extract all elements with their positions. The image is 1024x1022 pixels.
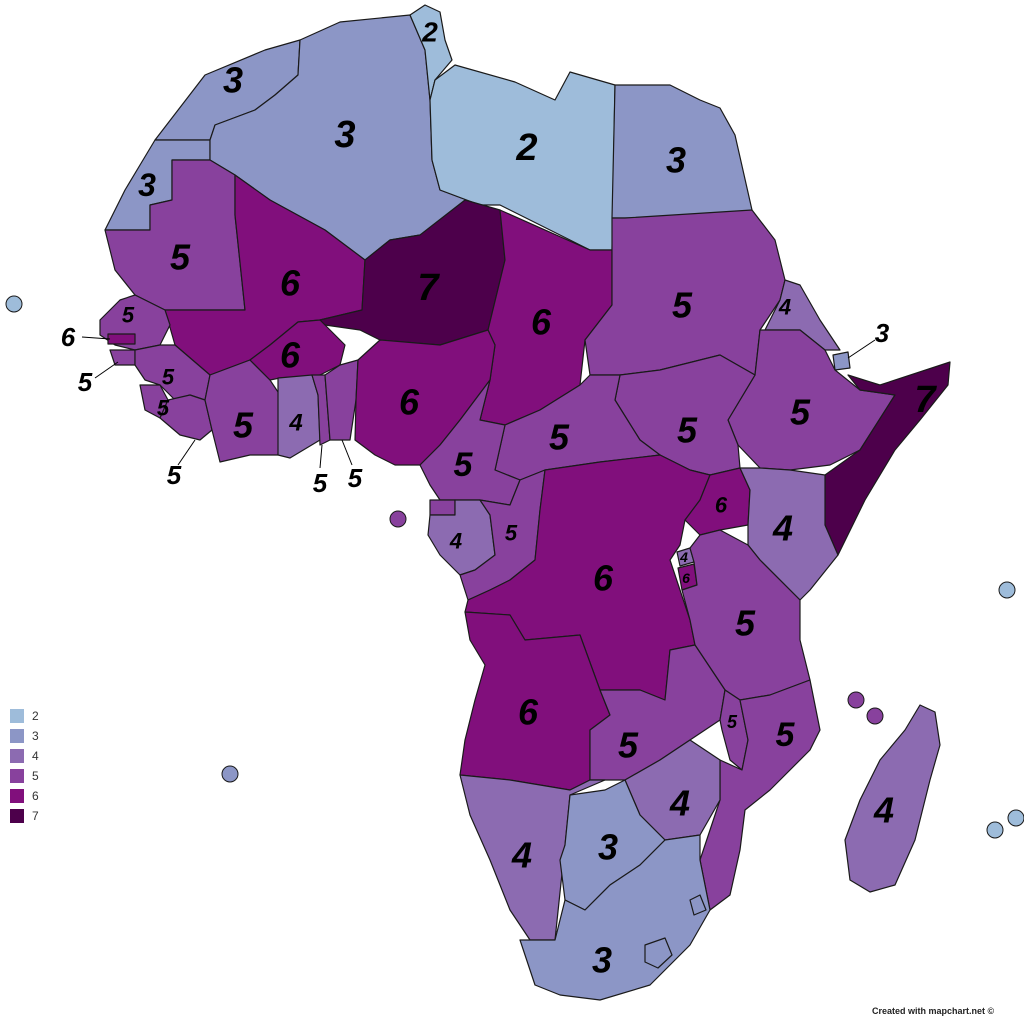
label-chad: 6 (531, 302, 552, 343)
label-tanzania: 5 (735, 603, 756, 644)
region-mozambique[interactable] (699, 679, 821, 911)
region-sao-tome[interactable] (389, 510, 407, 528)
region-djibouti[interactable] (832, 351, 851, 371)
label-morocco: 3 (223, 60, 243, 101)
legend-swatch (10, 809, 24, 823)
label-ethiopia: 5 (790, 392, 811, 433)
region-seychelles[interactable] (998, 581, 1016, 599)
label-madagascar: 4 (873, 790, 894, 831)
region-guinea-bissau[interactable] (109, 349, 136, 366)
label-eritrea: 4 (778, 295, 791, 320)
region-togo[interactable] (311, 374, 331, 446)
region-eswatini[interactable] (689, 894, 707, 916)
region-mauritius-1[interactable] (986, 821, 1004, 839)
label-namibia: 4 (511, 835, 532, 876)
label-djibouti: 3 (875, 318, 890, 348)
label-burundi: 6 (682, 570, 690, 586)
leader-djibouti (847, 339, 876, 359)
label-south-sudan: 5 (677, 410, 698, 451)
region-kenya[interactable] (739, 467, 839, 601)
legend-label: 6 (32, 789, 39, 803)
region-cape-verde[interactable] (5, 295, 23, 313)
label-libya: 2 (515, 127, 537, 169)
label-ghana: 4 (288, 410, 302, 437)
label-tunisia: 2 (421, 17, 438, 48)
label-kenya: 4 (772, 508, 793, 549)
region-somalia[interactable] (824, 361, 951, 556)
label-mali: 6 (280, 263, 301, 304)
label-south-africa: 3 (592, 940, 612, 981)
label-western-sahara: 3 (138, 167, 156, 203)
legend-item-4: 4 (10, 746, 39, 766)
region-tunisia[interactable] (409, 4, 453, 101)
label-drc: 6 (593, 558, 614, 599)
label-liberia: 5 (167, 460, 182, 490)
label-car: 5 (549, 417, 570, 458)
region-burkina-faso[interactable] (249, 319, 346, 381)
region-benin[interactable] (324, 359, 359, 441)
legend-item-7: 7 (10, 806, 39, 826)
leader-togo (319, 444, 323, 469)
label-niger: 7 (417, 267, 440, 309)
label-mozambique: 5 (776, 716, 796, 754)
leader-benin (341, 439, 353, 466)
legend-swatch (10, 709, 24, 723)
label-senegal: 5 (122, 303, 135, 328)
label-gambia: 6 (61, 322, 76, 352)
legend-swatch (10, 789, 24, 803)
region-mauritius-2[interactable] (1007, 809, 1024, 827)
label-gabon: 4 (449, 529, 462, 554)
label-burkina-faso: 6 (280, 335, 301, 376)
legend-item-2: 2 (10, 706, 39, 726)
region-gambia[interactable] (107, 333, 136, 345)
legend-label: 3 (32, 729, 39, 743)
label-mauritania: 5 (170, 237, 191, 278)
label-algeria: 3 (334, 114, 355, 156)
label-togo: 5 (313, 468, 328, 498)
region-madagascar[interactable] (844, 704, 941, 893)
label-sudan: 5 (672, 285, 693, 326)
region-mauritania[interactable] (104, 159, 246, 311)
region-comoros-2[interactable] (866, 707, 884, 725)
label-malawi: 5 (727, 712, 738, 732)
label-rwanda: 4 (679, 549, 688, 565)
region-st-helena[interactable] (221, 765, 239, 783)
label-guinea-bissau: 5 (78, 367, 93, 397)
legend-item-3: 3 (10, 726, 39, 746)
leader-gambia (81, 336, 111, 340)
region-equatorial-guinea[interactable] (429, 499, 456, 516)
legend-item-5: 5 (10, 766, 39, 786)
label-cameroon: 5 (454, 446, 474, 484)
label-egypt: 3 (666, 140, 686, 181)
legend-label: 2 (32, 709, 39, 723)
label-somalia: 7 (914, 379, 937, 421)
leader-guinea-bissau (94, 361, 119, 379)
region-comoros-1[interactable] (847, 691, 865, 709)
label-ivory-coast: 5 (233, 405, 254, 446)
legend-item-6: 6 (10, 786, 39, 806)
legend-label: 5 (32, 769, 39, 783)
label-zimbabwe: 4 (669, 783, 690, 824)
legend-label: 7 (32, 809, 39, 823)
credit-text: Created with mapchart.net © (872, 1006, 995, 1016)
label-benin: 5 (348, 463, 363, 493)
label-nigeria: 6 (399, 382, 420, 423)
label-angola: 6 (518, 692, 539, 733)
leader-liberia (177, 439, 196, 466)
label-botswana: 3 (598, 827, 618, 868)
label-guinea: 5 (162, 365, 175, 390)
label-congo: 5 (505, 521, 518, 546)
legend: 2 3 4 5 6 7 (10, 706, 39, 826)
label-sierra-leone: 5 (157, 396, 170, 421)
region-lesotho[interactable] (644, 937, 673, 969)
label-uganda: 6 (715, 493, 728, 518)
legend-swatch (10, 729, 24, 743)
legend-swatch (10, 769, 24, 783)
legend-label: 4 (32, 749, 39, 763)
label-zambia: 5 (618, 725, 639, 766)
legend-swatch (10, 749, 24, 763)
